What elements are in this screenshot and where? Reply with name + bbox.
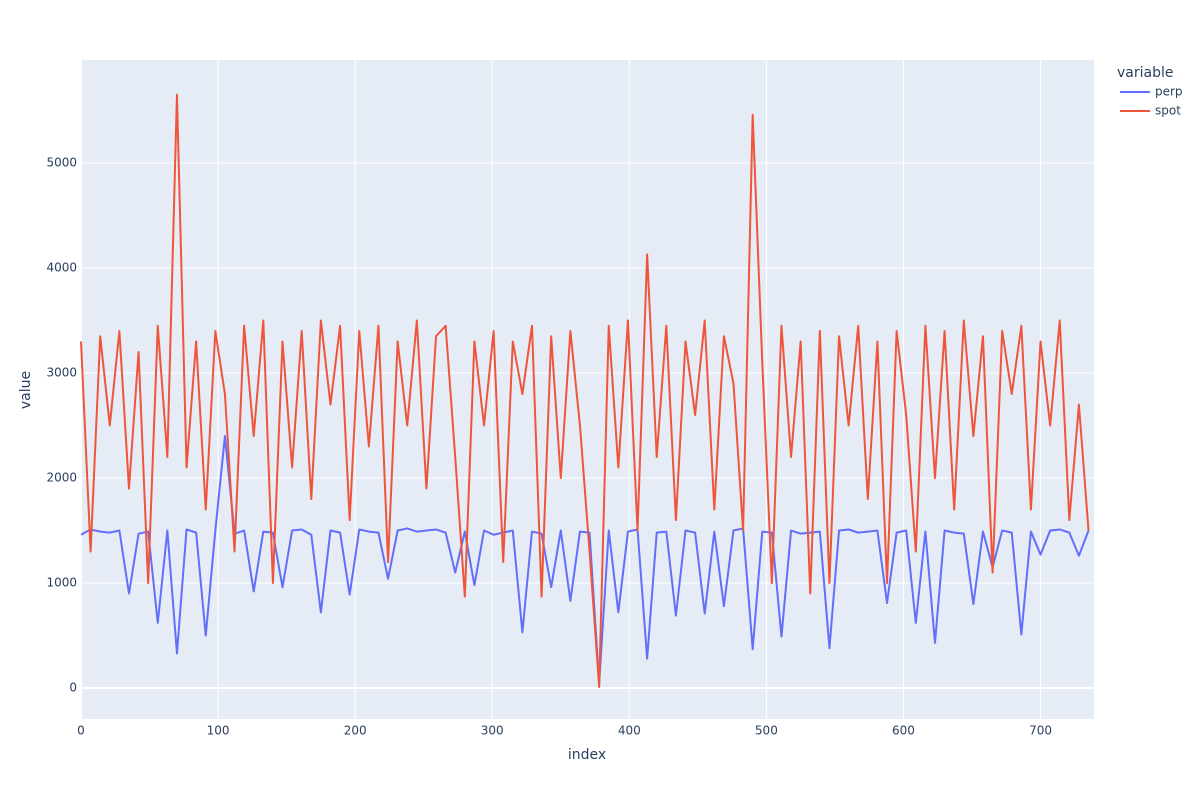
y-tick-label: 5000 [46, 156, 77, 170]
x-axis-title: index [568, 747, 606, 763]
x-tick-label: 300 [481, 724, 504, 738]
y-tick-label: 2000 [46, 471, 77, 485]
x-tick-label: 400 [618, 724, 641, 738]
legend-label: perp [1155, 85, 1183, 99]
y-axis-title: value [18, 371, 34, 409]
x-tick-label: 100 [207, 724, 230, 738]
x-tick-label: 0 [77, 724, 85, 738]
x-tick-label: 600 [892, 724, 915, 738]
x-tick-label: 500 [755, 724, 778, 738]
y-tick-label: 0 [69, 681, 77, 695]
legend-title: variable [1117, 65, 1173, 81]
y-tick-label: 3000 [46, 366, 77, 380]
x-tick-label: 200 [344, 724, 367, 738]
series-line [80, 435, 1090, 685]
y-tick-label: 1000 [46, 576, 77, 590]
x-tick-label: 700 [1029, 724, 1052, 738]
legend-label: spot [1155, 104, 1181, 118]
series-line [80, 93, 1090, 688]
plot-background [81, 60, 1094, 719]
y-tick-label: 4000 [46, 261, 77, 275]
